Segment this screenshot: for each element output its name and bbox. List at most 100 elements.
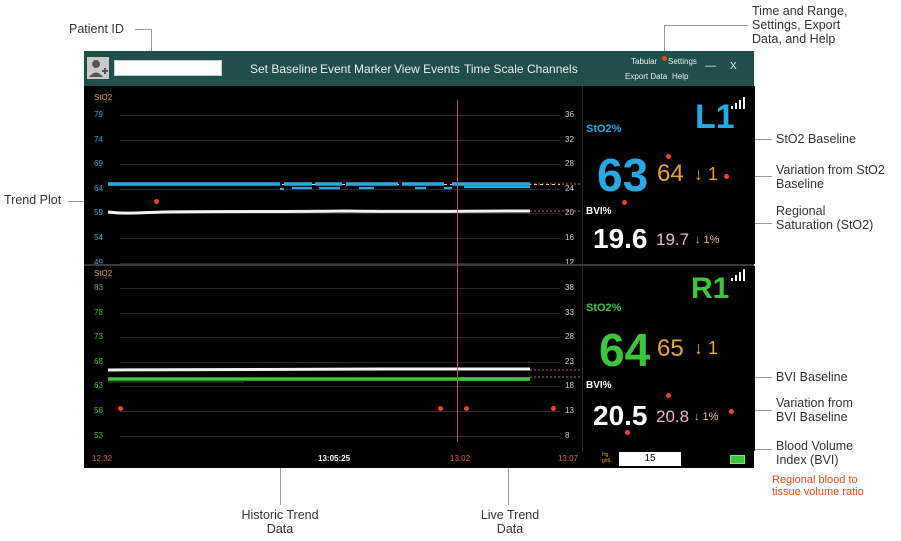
variation-sto2-line-2: Baseline <box>776 177 824 191</box>
channels-button[interactable]: Channels <box>527 62 578 76</box>
channel-name-r1: R1 <box>691 272 730 305</box>
regional-saturation-marker <box>622 200 627 205</box>
sto2-label-l1: StO2% <box>586 123 622 135</box>
plot_top-right-tick: 16 <box>565 233 574 242</box>
plot_top-right-tick: 20 <box>565 208 574 218</box>
help-button[interactable]: Help <box>672 72 689 81</box>
bvi-line-1: Blood Volume <box>776 439 854 453</box>
plot_bottom-right-tick: 13 <box>565 406 574 415</box>
view-events-button[interactable]: View Events <box>394 62 460 76</box>
plot_bottom-gridline <box>120 386 560 388</box>
plot_top-left-tick: 74 <box>94 134 103 144</box>
time-end: 13:07 <box>558 454 579 463</box>
sto2-variation-r1: ↓ 1 <box>694 338 719 358</box>
tabular-button[interactable]: Tabular <box>631 57 658 66</box>
hgb-input[interactable]: 15 <box>619 452 681 466</box>
battery-icon <box>730 455 745 464</box>
plot_bottom-left-tick: 68 <box>94 356 103 366</box>
sto2-baseline-r1: 65 <box>657 335 684 362</box>
historic-end-marker <box>438 406 443 411</box>
plot_bottom-left-tick: 53 <box>94 430 103 440</box>
bvi-baseline-marker <box>666 393 671 398</box>
historic-start-marker <box>118 406 123 411</box>
time-scale-button[interactable]: Time Scale <box>464 62 524 76</box>
variation-bvi-annotation: Variation from BVI Baseline <box>776 396 853 424</box>
live-divider[interactable] <box>457 100 458 442</box>
live-line-2: Data <box>496 522 524 536</box>
plot-bottom-label: StO2 <box>94 269 113 278</box>
time-range-line-1: Time and Range, <box>752 4 848 18</box>
settings-button[interactable]: Settings <box>668 57 697 66</box>
regional-saturation-annotation: Regional Saturation (StO2) <box>776 204 873 232</box>
plot_bottom-right-tick: 33 <box>565 307 574 317</box>
time-range-line-2: Settings, Export <box>752 18 841 32</box>
plot_top-left-tick: 79 <box>94 110 103 119</box>
plot_top-gridline <box>120 139 560 141</box>
channel-panel-r1[interactable]: R1 StO2% 64 65 ↓ 1 BVI% 20.5 20.8 ↓ 1% <box>582 266 755 451</box>
close-button[interactable]: X <box>730 61 737 72</box>
monitor-screen: Set Baseline Event Marker View Events Ti… <box>84 51 755 468</box>
regional-saturation-line-1: Regional <box>776 204 826 218</box>
plot_top-right-tick: 32 <box>565 134 574 144</box>
plot_bottom-right-tick: 38 <box>565 283 574 292</box>
event-marker-button[interactable]: Event Marker <box>320 62 392 76</box>
variation-sto2-annotation: Variation from StO2 Baseline <box>776 163 885 191</box>
plot_top-right-tick: 36 <box>565 110 574 119</box>
trend-plot-marker <box>154 199 159 204</box>
plot_top-left-tick: 69 <box>94 159 103 169</box>
export-data-button[interactable]: Export Data <box>625 72 668 81</box>
plot-top-label: StO2 <box>94 93 113 102</box>
plot_top-gridline <box>120 238 560 239</box>
plot_bottom-gridline <box>120 337 560 339</box>
patient-avatar-button[interactable] <box>87 57 109 79</box>
set-baseline-button[interactable]: Set Baseline <box>250 62 318 76</box>
trend-lines-bottom <box>107 367 582 383</box>
plot_bottom-gridline <box>120 361 560 363</box>
plot_top-right-tick: 12 <box>565 257 574 267</box>
plot_top-right-tick: 24 <box>565 183 574 193</box>
plot_bottom-left-tick: 63 <box>94 381 103 391</box>
bvi-value-l1: 19.6 <box>593 223 648 254</box>
plot_top-gridline <box>120 188 560 190</box>
plot_bottom-right-tick: 23 <box>565 356 574 366</box>
bvi-note-line-2: tissue volume ratio <box>772 486 864 498</box>
regional-saturation-line-2: Saturation (StO2) <box>776 218 874 232</box>
signal-icon-l1 <box>731 97 745 109</box>
time-live-start: 13:02 <box>450 454 471 463</box>
time-range-leader-v <box>664 25 665 57</box>
historic-line-2: Data <box>266 522 294 536</box>
plot_top-left-tick: 64 <box>94 183 103 193</box>
plot_bottom-left-tick: 73 <box>94 332 103 342</box>
historic-line-1: Historic Trend <box>241 508 319 522</box>
plot_bottom-gridline <box>120 288 560 289</box>
plot_top-left-tick: 49 <box>94 257 103 267</box>
plot_top-right-tick: 28 <box>565 159 574 169</box>
plot_bottom-right-tick: 8 <box>565 430 570 440</box>
signal-icon-r1 <box>731 269 745 281</box>
plot_top-left-tick: 54 <box>94 233 103 242</box>
time-start: 12:32 <box>92 454 113 463</box>
time-range-annotation: Time and Range, Settings, Export Data, a… <box>752 4 847 46</box>
channel-panel-l1[interactable]: L1 StO2% 63 64 ↓ 1 BVI% 19.6 19.7 ↓ 1% <box>582 86 755 264</box>
live-start-marker <box>464 406 469 411</box>
variation-sto2-line-1: Variation from StO2 <box>776 163 885 177</box>
plot_bottom-left-tick: 78 <box>94 307 103 317</box>
historic-bracket-v <box>280 437 281 505</box>
bvi-line-2: Index (BVI) <box>776 453 839 467</box>
hgb-label-top: Hg <box>602 452 609 458</box>
add-patient-icon <box>89 60 108 77</box>
bvi-annotation: Blood Volume Index (BVI) <box>776 439 853 467</box>
plot_top-gridline <box>120 115 560 116</box>
bvi-value-r1: 20.5 <box>593 400 648 431</box>
minimize-button[interactable]: — <box>705 60 716 72</box>
bvi-variation-l1: ↓ 1% <box>695 234 720 246</box>
channel-name-l1: L1 <box>695 98 735 136</box>
patient-id-input[interactable] <box>114 60 222 76</box>
historic-trend-annotation: Historic Trend Data <box>230 508 330 536</box>
time-range-line-3: Data, and Help <box>752 32 836 46</box>
sto2-baseline-annotation: StO2 Baseline <box>776 132 856 146</box>
bvi-note-line-1: Regional blood to <box>772 474 858 486</box>
bvi-baseline-l1: 19.7 <box>656 230 690 249</box>
plot-divider <box>84 264 754 266</box>
time-range-leader <box>664 25 748 26</box>
